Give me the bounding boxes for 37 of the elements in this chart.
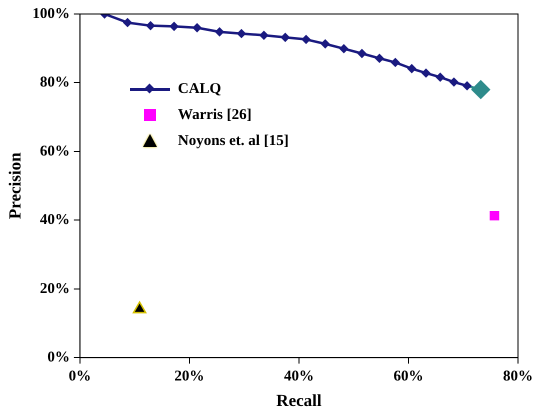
point xyxy=(374,54,384,63)
point xyxy=(422,68,430,78)
point xyxy=(449,78,458,87)
point xyxy=(215,27,224,36)
y-tick-label: 20% xyxy=(40,280,70,297)
y-tick-label: 100% xyxy=(32,6,70,22)
point xyxy=(132,301,146,314)
y-tick-label: 80% xyxy=(40,74,70,91)
point xyxy=(259,30,268,40)
point xyxy=(390,58,400,67)
point xyxy=(471,80,490,100)
point xyxy=(436,72,445,82)
point xyxy=(407,64,416,74)
x-tick-label: 80% xyxy=(503,368,533,384)
point xyxy=(170,22,179,31)
y-tick-label: 40% xyxy=(40,212,70,228)
legend-label: CALQ xyxy=(178,80,222,98)
x-tick-label: 20% xyxy=(174,368,204,384)
point xyxy=(320,39,330,48)
point xyxy=(357,49,366,58)
point xyxy=(462,81,472,90)
point xyxy=(192,23,202,32)
point xyxy=(123,18,132,28)
point xyxy=(339,44,348,54)
x-tick-label: 0% xyxy=(68,368,92,384)
legend-label: Warris [26] xyxy=(178,106,252,124)
y-axis-title: Precision xyxy=(6,152,25,220)
x-axis-title: Recall xyxy=(276,391,322,410)
legend-label: Noyons et. al [15] xyxy=(178,132,289,150)
y-tick-label: 60% xyxy=(40,143,70,160)
y-tick-label: 0% xyxy=(47,349,70,366)
point xyxy=(302,34,311,44)
point xyxy=(280,32,290,42)
point xyxy=(490,210,500,220)
x-tick-label: 60% xyxy=(393,368,424,384)
point xyxy=(236,29,246,38)
x-tick-label: 40% xyxy=(284,368,314,384)
